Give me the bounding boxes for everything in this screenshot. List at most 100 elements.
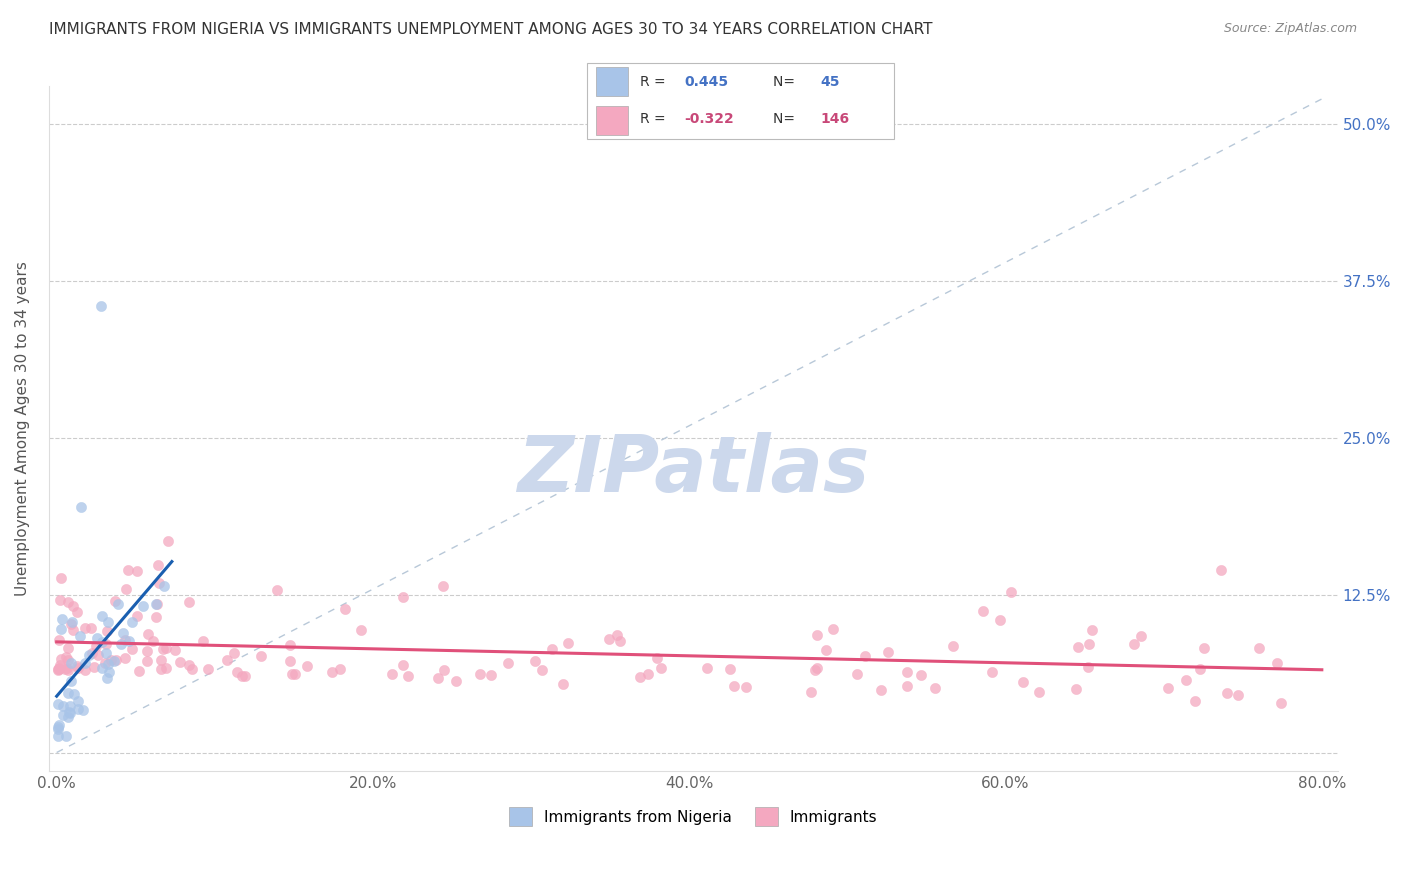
Point [896,679,918,693]
Point [150,662,173,676]
Point [62,599,84,613]
Point [66,701,89,715]
Point [73,620,96,634]
Point [128,665,150,679]
Point [877,645,900,659]
Point [479,668,502,682]
Point [96,647,118,661]
Point [446,673,468,688]
Text: R =: R = [641,112,671,127]
Point [233,669,256,683]
Point [321,665,343,679]
Point [426,671,449,685]
Point [125,564,148,578]
Point [114,651,136,665]
Point [58,663,80,677]
Point [86,648,108,662]
Point [49,571,72,585]
Point [392,591,415,605]
Point [153,578,176,592]
Point [104,594,127,608]
Point [1028,685,1050,699]
Point [924,681,946,695]
Point [80,646,103,660]
Point [136,654,159,668]
Point [90,299,112,313]
Point [329,662,352,676]
Point [1226,688,1249,702]
Point [114,633,136,648]
Point [46,662,69,676]
Point [90,661,112,675]
Point [723,679,745,693]
Point [468,667,491,681]
Point [75,657,97,671]
Point [297,658,319,673]
Point [606,627,628,641]
Point [150,653,173,667]
Point [696,661,718,675]
Point [1077,660,1099,674]
Point [281,666,304,681]
Point [94,657,117,671]
Point [1011,674,1033,689]
Point [66,606,89,620]
Text: -0.322: -0.322 [685,112,734,127]
Point [432,579,454,593]
Point [91,609,114,624]
Point [96,671,118,685]
Text: N=: N= [773,75,800,88]
Point [70,500,93,515]
Point [163,643,186,657]
Point [60,673,83,688]
Point [114,582,136,596]
Point [103,654,125,668]
Point [391,657,413,672]
Point [69,629,91,643]
Point [107,598,129,612]
Legend: Immigrants from Nigeria, Immigrants: Immigrants from Nigeria, Immigrants [503,801,883,832]
Point [111,625,134,640]
Point [46,663,69,677]
Point [1249,640,1271,655]
Text: Source: ZipAtlas.com: Source: ZipAtlas.com [1223,22,1357,36]
Point [83,660,105,674]
Point [157,534,180,549]
Point [181,662,204,676]
Point [46,729,69,743]
Point [148,575,170,590]
Point [110,637,132,651]
Point [806,660,828,674]
Point [97,657,120,672]
Point [131,599,153,614]
Point [80,621,103,635]
Point [531,663,554,677]
Point [433,664,456,678]
Point [266,582,288,597]
Point [335,601,357,615]
Point [496,657,519,671]
Point [58,705,80,719]
Point [1067,640,1090,655]
Point [381,667,404,681]
Point [845,667,868,681]
Point [48,632,70,647]
Point [193,633,215,648]
Point [146,558,169,572]
Point [988,613,1011,627]
Point [800,684,823,698]
Point [350,623,373,637]
Point [86,631,108,645]
Point [60,615,83,629]
Point [48,661,70,675]
Point [155,661,177,675]
Point [222,646,245,660]
Point [1130,629,1153,643]
Point [62,623,84,637]
Point [598,632,620,647]
Point [66,659,89,673]
Point [1064,681,1087,696]
Point [53,662,76,676]
Point [121,641,143,656]
Point [97,665,120,680]
